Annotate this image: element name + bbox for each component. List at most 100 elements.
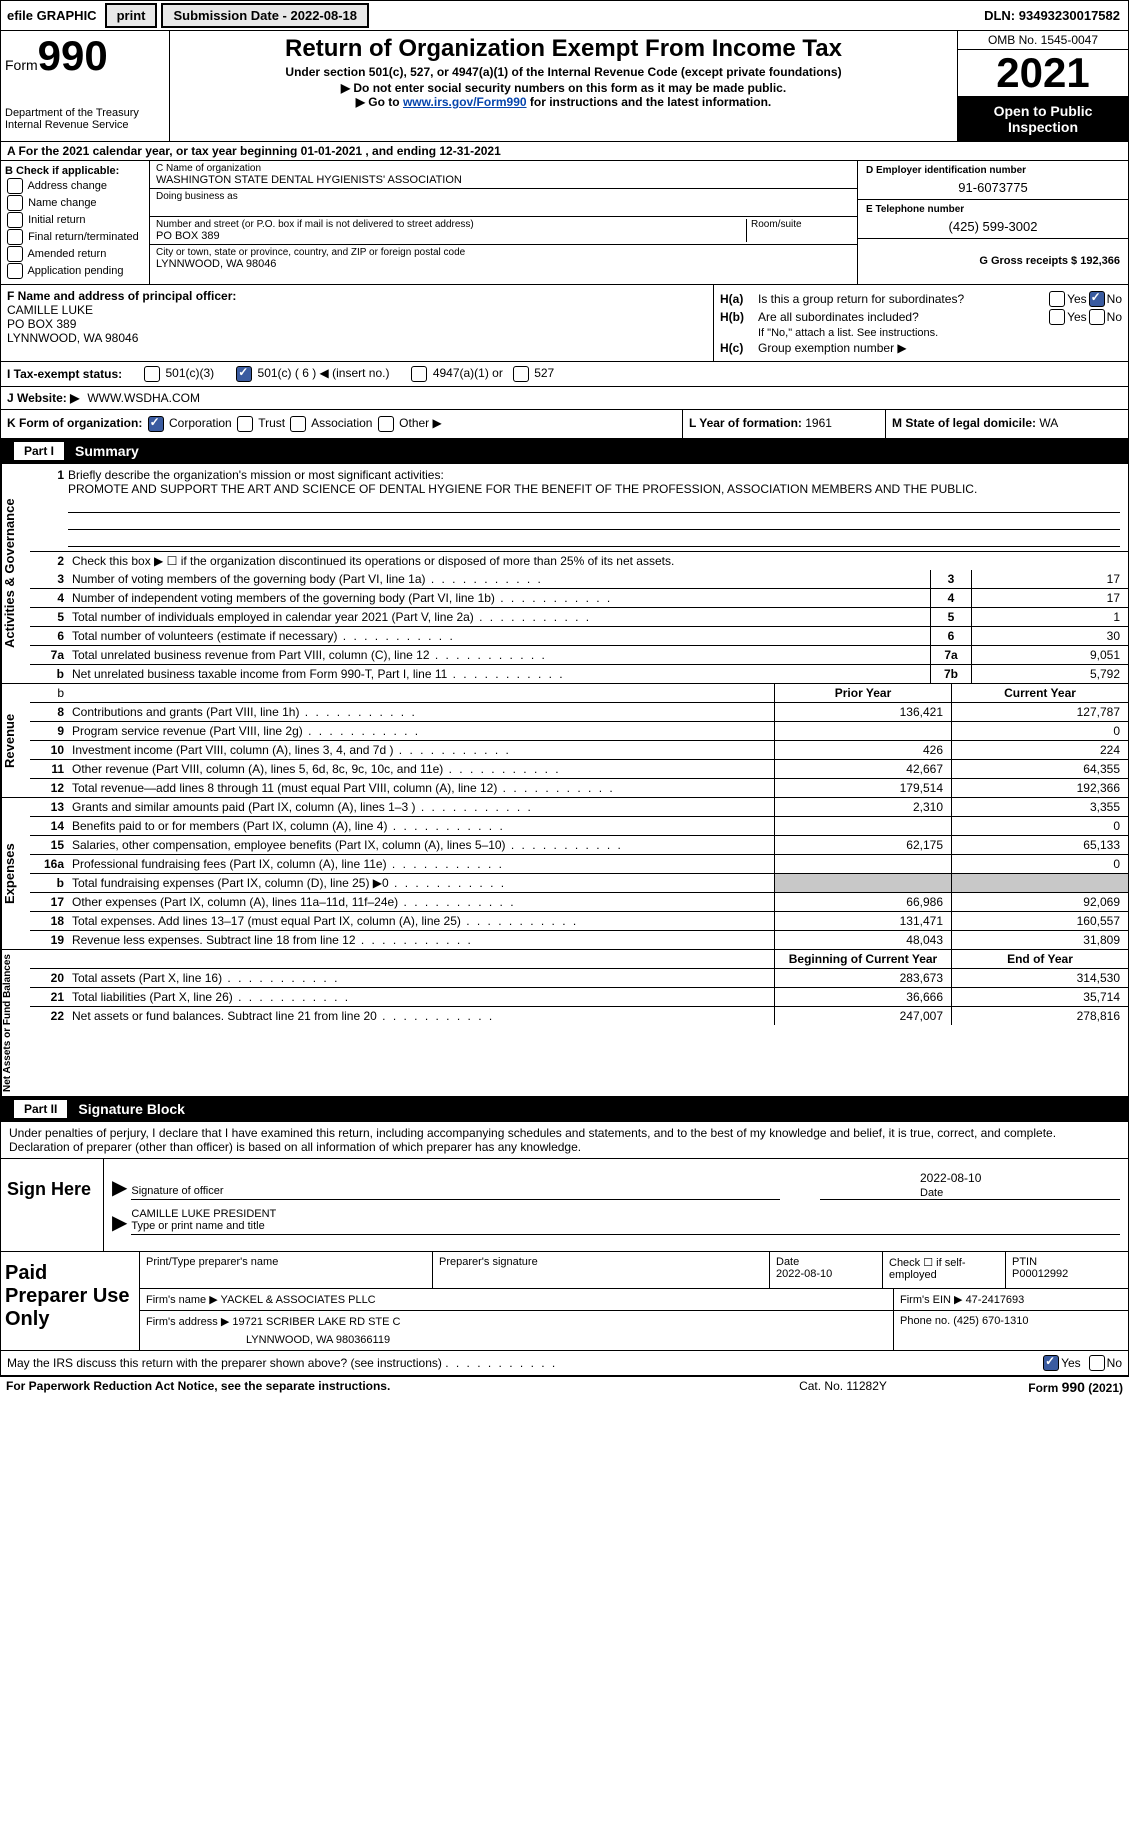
gross-receipts-value: 192,366 — [1080, 255, 1120, 267]
page-footer: For Paperwork Reduction Act Notice, see … — [0, 1376, 1129, 1397]
activities-governance-section: Activities & Governance 1 Briefly descri… — [0, 464, 1129, 684]
tax-exempt-status-row: I Tax-exempt status: 501(c)(3) 501(c) ( … — [0, 362, 1129, 387]
dln-label: DLN: 93493230017582 — [984, 8, 1128, 23]
website-value: WWW.WSDHA.COM — [87, 391, 200, 405]
address-cell: Number and street (or P.O. box if mail i… — [150, 217, 857, 245]
paid-preparer-section: Paid Preparer Use Only Print/Type prepar… — [0, 1252, 1129, 1351]
ha-no-checkbox[interactable] — [1089, 291, 1105, 307]
part-1-header: Part I Summary — [0, 439, 1129, 464]
chk-name-change[interactable]: Name change — [5, 195, 145, 211]
officer-section: F Name and address of principal officer:… — [1, 285, 714, 361]
ha-text: Is this a group return for subordinates? — [758, 292, 1047, 306]
discuss-no-checkbox[interactable] — [1089, 1355, 1105, 1371]
h-note: If "No," attach a list. See instructions… — [720, 327, 1122, 339]
summary-line: 5Total number of individuals employed in… — [30, 608, 1128, 627]
l-year-formation: L Year of formation: 1961 — [683, 410, 886, 438]
discuss-yes-checkbox[interactable] — [1043, 1355, 1059, 1371]
chk-501c3[interactable] — [144, 366, 160, 382]
firm-name: YACKEL & ASSOCIATES PLLC — [221, 1294, 376, 1306]
side-label-netassets: Net Assets or Fund Balances — [1, 950, 30, 1096]
financial-line: 11Other revenue (Part VIII, column (A), … — [30, 760, 1128, 779]
side-label-expenses: Expenses — [1, 798, 30, 949]
financial-line: 10Investment income (Part VIII, column (… — [30, 741, 1128, 760]
chk-527[interactable] — [513, 366, 529, 382]
side-label-governance: Activities & Governance — [1, 464, 30, 683]
chk-amended[interactable]: Amended return — [5, 246, 145, 262]
room-suite-label: Room/suite — [751, 219, 851, 230]
chk-other[interactable] — [378, 416, 394, 432]
summary-line: 4Number of independent voting members of… — [30, 589, 1128, 608]
current-year-header: Current Year — [951, 684, 1128, 702]
fin-header-row: b Prior Year Current Year — [30, 684, 1128, 703]
subtitle-1: Under section 501(c), 527, or 4947(a)(1)… — [176, 65, 951, 79]
financial-line: 17Other expenses (Part IX, column (A), l… — [30, 893, 1128, 912]
hb-text: Are all subordinates included? — [758, 310, 1047, 324]
financial-line: 22Net assets or fund balances. Subtract … — [30, 1007, 1128, 1025]
signature-date: 2022-08-10 Date — [820, 1171, 1120, 1200]
ein-cell: D Employer identification number 91-6073… — [858, 161, 1128, 200]
mission-label: Briefly describe the organization's miss… — [68, 468, 444, 482]
officer-name: CAMILLE LUKE — [7, 303, 707, 317]
firm-address-1: 19721 SCRIBER LAKE RD STE C — [232, 1316, 400, 1328]
print-button[interactable]: print — [105, 3, 158, 28]
identity-grid: B Check if applicable: Address change Na… — [0, 161, 1129, 285]
arrow-icon: ▶ — [112, 1175, 127, 1200]
col-b-label: B Check if applicable: — [5, 165, 145, 177]
summary-line: 2Check this box ▶ ☐ if the organization … — [30, 552, 1128, 570]
firm-ein: 47-2417693 — [966, 1294, 1025, 1306]
subtitle-3: ▶ Go to www.irs.gov/Form990 for instruct… — [176, 95, 951, 109]
part-2-header: Part II Signature Block — [0, 1097, 1129, 1122]
ein-value: 91-6073775 — [866, 176, 1120, 195]
preparer-row-3: Firm's address ▶ 19721 SCRIBER LAKE RD S… — [140, 1311, 1128, 1350]
header-left: Form990 Department of the Treasury Inter… — [1, 31, 170, 141]
org-name: WASHINGTON STATE DENTAL HYGIENISTS' ASSO… — [156, 174, 851, 186]
ha-yes-checkbox[interactable] — [1049, 291, 1065, 307]
chk-address-change[interactable]: Address change — [5, 178, 145, 194]
financial-line: 18Total expenses. Add lines 13–17 (must … — [30, 912, 1128, 931]
chk-initial-return[interactable]: Initial return — [5, 212, 145, 228]
hc-text: Group exemption number ▶ — [758, 341, 907, 355]
side-label-revenue: Revenue — [1, 684, 30, 797]
beginning-year-header: Beginning of Current Year — [774, 950, 951, 968]
dept-treasury: Department of the Treasury — [5, 107, 165, 119]
k-form-org: K Form of organization: Corporation Trus… — [1, 410, 683, 438]
form-number: 990 — [38, 32, 108, 79]
financial-line: 20Total assets (Part X, line 16)283,6733… — [30, 969, 1128, 988]
summary-line: bNet unrelated business taxable income f… — [30, 665, 1128, 683]
summary-line: 7aTotal unrelated business revenue from … — [30, 646, 1128, 665]
chk-final-return[interactable]: Final return/terminated — [5, 229, 145, 245]
officer-addr2: LYNNWOOD, WA 98046 — [7, 331, 707, 345]
chk-association[interactable] — [290, 416, 306, 432]
open-to-public: Open to Public Inspection — [958, 97, 1128, 141]
chk-app-pending[interactable]: Application pending — [5, 263, 145, 279]
catalog-number: Cat. No. 11282Y — [743, 1379, 943, 1395]
part-1-title: Summary — [67, 441, 147, 461]
chk-trust[interactable] — [237, 416, 253, 432]
dept-irs: Internal Revenue Service — [5, 119, 165, 131]
hb-yes-checkbox[interactable] — [1049, 309, 1065, 325]
net-assets-section: Net Assets or Fund Balances Beginning of… — [0, 950, 1129, 1097]
self-employed-check[interactable]: Check ☐ if self-employed — [883, 1252, 1006, 1288]
telephone-cell: E Telephone number (425) 599-3002 — [858, 200, 1128, 239]
officer-h-row: F Name and address of principal officer:… — [0, 285, 1129, 362]
org-name-cell: C Name of organization WASHINGTON STATE … — [150, 161, 857, 189]
chk-corporation[interactable] — [148, 416, 164, 432]
financial-line: bTotal fundraising expenses (Part IX, co… — [30, 874, 1128, 893]
summary-line: 6Total number of volunteers (estimate if… — [30, 627, 1128, 646]
top-toolbar: efile GRAPHIC print Submission Date - 20… — [0, 0, 1129, 31]
city-cell: City or town, state or province, country… — [150, 245, 857, 272]
chk-501c[interactable] — [236, 366, 252, 382]
financial-line: 14Benefits paid to or for members (Part … — [30, 817, 1128, 836]
row-a-tax-year: A For the 2021 calendar year, or tax yea… — [0, 142, 1129, 161]
irs-link[interactable]: www.irs.gov/Form990 — [403, 95, 527, 109]
hb-no-checkbox[interactable] — [1089, 309, 1105, 325]
end-year-header: End of Year — [951, 950, 1128, 968]
gross-receipts-cell: G Gross receipts $ 192,366 — [858, 239, 1128, 271]
paperwork-notice: For Paperwork Reduction Act Notice, see … — [6, 1379, 743, 1395]
paid-preparer-label: Paid Preparer Use Only — [1, 1252, 140, 1350]
omb-number: OMB No. 1545-0047 — [958, 31, 1128, 50]
signature-field[interactable]: Signature of officer — [131, 1167, 780, 1200]
form-title: Return of Organization Exempt From Incom… — [176, 35, 951, 63]
submission-date-button[interactable]: Submission Date - 2022-08-18 — [161, 3, 369, 28]
chk-4947[interactable] — [411, 366, 427, 382]
